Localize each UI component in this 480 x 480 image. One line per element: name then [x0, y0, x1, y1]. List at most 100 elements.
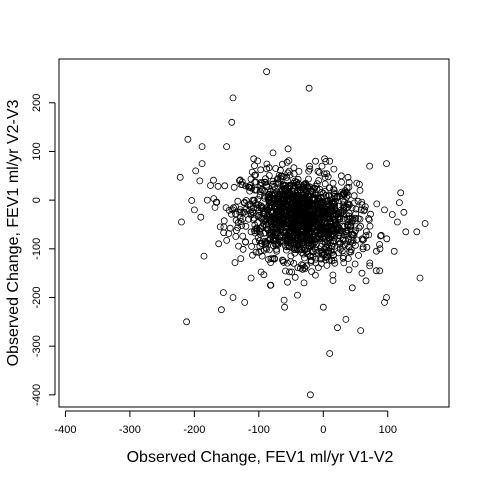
data-point	[350, 229, 358, 237]
data-point	[344, 173, 352, 181]
data-point	[227, 210, 235, 218]
data-point	[236, 177, 243, 185]
data-point	[265, 164, 273, 172]
data-point	[242, 238, 249, 246]
data-point	[184, 135, 192, 143]
data-point	[265, 196, 273, 204]
data-point	[331, 202, 339, 210]
data-point	[345, 212, 353, 220]
data-point	[242, 182, 250, 190]
data-point	[226, 224, 234, 232]
data-point	[296, 210, 303, 218]
data-point	[198, 160, 206, 168]
data-point	[298, 210, 306, 218]
data-point	[237, 255, 245, 263]
data-point	[284, 145, 292, 153]
data-point	[283, 236, 291, 244]
data-point	[183, 318, 191, 326]
data-point	[323, 197, 331, 205]
data-point	[318, 249, 326, 257]
data-point	[329, 277, 337, 284]
data-point	[365, 215, 373, 222]
data-point	[285, 167, 293, 175]
data-point	[283, 197, 291, 205]
data-point	[254, 157, 262, 165]
data-point	[290, 164, 298, 172]
data-point	[304, 217, 312, 225]
data-point	[402, 228, 410, 236]
data-point	[283, 202, 290, 210]
data-point	[290, 259, 298, 267]
data-point	[290, 195, 298, 203]
data-point	[258, 240, 266, 248]
y-tick-label: -200	[31, 286, 43, 308]
data-point	[217, 306, 225, 314]
data-point	[306, 391, 314, 399]
data-point	[261, 194, 268, 202]
data-point	[377, 231, 385, 239]
data-point	[301, 254, 308, 262]
data-point	[300, 246, 308, 254]
data-point	[245, 183, 253, 191]
data-point	[293, 240, 301, 248]
data-point	[376, 241, 383, 248]
data-point	[316, 199, 323, 207]
x-tick-label: 100	[379, 424, 397, 436]
data-point	[215, 240, 223, 248]
y-tick-label: -300	[31, 335, 43, 357]
data-point	[246, 187, 254, 195]
data-point	[298, 202, 305, 210]
data-point	[239, 232, 247, 240]
data-point	[330, 165, 338, 173]
data-point	[365, 216, 373, 224]
data-point	[321, 180, 329, 188]
data-point	[266, 187, 274, 195]
data-point	[253, 204, 261, 212]
data-point	[345, 209, 353, 217]
data-point	[265, 246, 273, 254]
data-point	[337, 206, 345, 214]
data-point	[313, 248, 321, 256]
data-point	[285, 190, 293, 198]
data-point	[302, 224, 309, 232]
data-point	[321, 187, 329, 195]
data-point	[262, 215, 270, 223]
data-point	[299, 183, 307, 191]
data-point	[260, 208, 268, 216]
data-point	[280, 185, 288, 193]
x-tick-label: -200	[183, 424, 205, 436]
data-point	[333, 194, 341, 202]
data-point	[294, 291, 301, 299]
points-layer	[176, 68, 429, 399]
data-point	[273, 247, 281, 255]
plot-frame	[58, 58, 450, 408]
data-point	[267, 203, 275, 211]
data-point	[283, 158, 291, 166]
data-point	[302, 193, 310, 201]
data-point	[326, 157, 334, 165]
data-point	[273, 226, 281, 234]
data-point	[284, 169, 292, 177]
data-point	[251, 162, 258, 170]
x-tick-label: -300	[119, 424, 141, 436]
data-point	[239, 245, 247, 253]
data-point	[288, 268, 296, 276]
data-point	[234, 219, 242, 227]
data-point	[366, 222, 374, 230]
x-axis-title: Observed Change, FEV1 ml/yr V1-V2	[127, 449, 394, 466]
data-point	[260, 271, 268, 279]
data-point	[305, 84, 313, 92]
data-point	[307, 252, 315, 260]
data-point	[270, 220, 278, 228]
data-point	[322, 192, 330, 200]
data-point	[400, 208, 408, 216]
data-point	[240, 208, 248, 216]
data-point	[350, 192, 358, 200]
data-point	[228, 118, 236, 126]
data-point	[360, 236, 368, 243]
data-point	[362, 228, 370, 236]
data-point	[309, 189, 317, 196]
data-point	[286, 211, 294, 219]
data-point	[302, 196, 310, 204]
